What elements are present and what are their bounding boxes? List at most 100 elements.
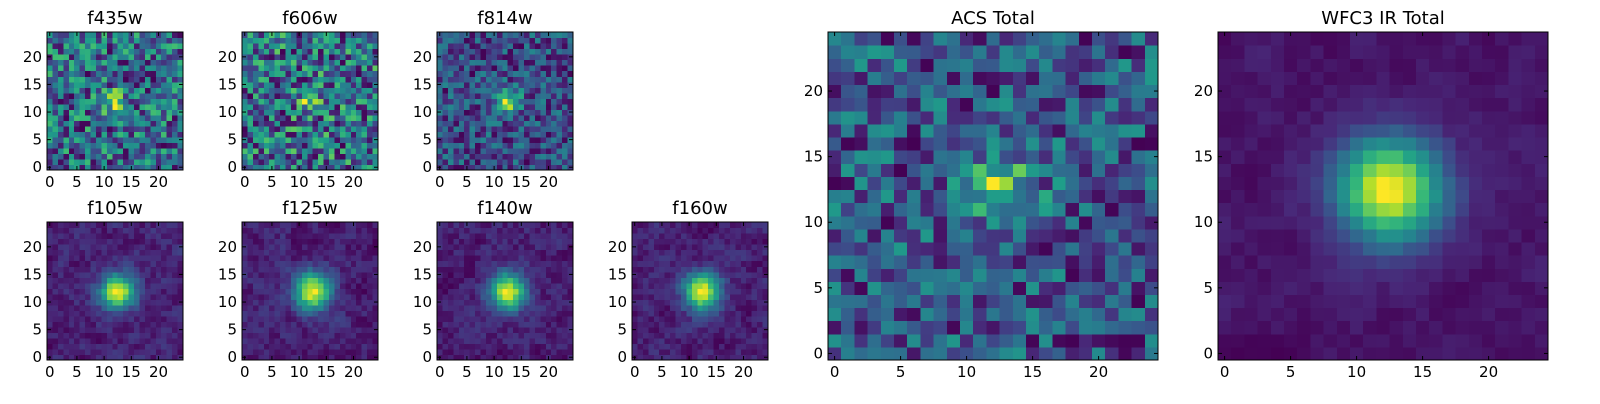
heatmap-cell [145, 316, 151, 322]
heatmap-cell [703, 327, 709, 333]
heatmap-cell [167, 65, 173, 71]
heatmap-cell [134, 327, 140, 333]
heatmap-cell [535, 38, 541, 44]
heatmap-cell [1079, 229, 1093, 243]
heatmap-cell [960, 255, 974, 269]
heatmap-cell [47, 126, 53, 132]
heatmap-cell [91, 288, 97, 294]
heatmap-cell [63, 349, 69, 355]
heatmap-cell [1013, 321, 1027, 335]
heatmap-cell [340, 272, 346, 278]
heatmap-cell [85, 283, 91, 289]
heatmap-cell [172, 294, 178, 300]
heatmap-cell [318, 131, 324, 137]
heatmap-cell [502, 327, 508, 333]
heatmap-cell [524, 38, 530, 44]
heatmap-cell [692, 233, 698, 239]
heatmap-cell [167, 299, 173, 305]
heatmap-cell [453, 277, 459, 283]
heatmap-cell [296, 332, 302, 338]
heatmap-cell [150, 49, 156, 55]
heatmap-cell [247, 321, 253, 327]
heatmap-cell [134, 294, 140, 300]
heatmap-cell [632, 349, 638, 355]
heatmap-cell [91, 32, 97, 38]
heatmap-cell [470, 126, 476, 132]
heatmap-cell [692, 255, 698, 261]
heatmap-cell [491, 153, 497, 159]
heatmap-cell [269, 305, 275, 311]
heatmap-cell [313, 316, 319, 322]
heatmap-cell [101, 54, 107, 60]
heatmap-cell [275, 272, 281, 278]
heatmap-cell [145, 310, 151, 316]
heatmap-cell [112, 126, 118, 132]
heatmap-cell [659, 255, 665, 261]
heatmap-cell [296, 244, 302, 250]
heatmap-cell [659, 250, 665, 256]
heatmap-cell [894, 176, 908, 190]
heatmap-cell [491, 71, 497, 77]
heatmap-cell [508, 60, 514, 66]
heatmap-cell [47, 115, 53, 121]
heatmap-cell [491, 266, 497, 272]
heatmap-cell [340, 332, 346, 338]
heatmap-cell [296, 239, 302, 245]
heatmap-cell [280, 43, 286, 49]
heatmap-cell [318, 43, 324, 49]
heatmap-cell [841, 308, 855, 322]
heatmap-cell [291, 294, 297, 300]
heatmap-cell [1000, 242, 1014, 256]
heatmap-cell [112, 54, 118, 60]
heatmap-cell [1052, 229, 1066, 243]
heatmap-cell [442, 120, 448, 126]
heatmap-cell [356, 299, 362, 305]
heatmap-cell [551, 142, 557, 148]
heatmap-cell [324, 349, 330, 355]
heatmap-cell [730, 343, 736, 349]
heatmap-cell [96, 228, 102, 234]
x-tick-label: 20 [344, 363, 363, 381]
heatmap-cell [112, 277, 118, 283]
heatmap-cell [502, 305, 508, 311]
heatmap-cell [973, 281, 987, 295]
heatmap-cell [96, 294, 102, 300]
heatmap-cell [80, 261, 86, 267]
heatmap-cell [101, 310, 107, 316]
x-tick-label: 5 [267, 363, 277, 381]
heatmap-cell [367, 233, 373, 239]
heatmap-cell [139, 277, 145, 283]
heatmap-cell [551, 131, 557, 137]
heatmap-cell [80, 288, 86, 294]
heatmap-cell [719, 228, 725, 234]
heatmap-cell [101, 244, 107, 250]
heatmap-cell [868, 268, 882, 282]
heatmap-cell [513, 126, 519, 132]
heatmap-cell [150, 239, 156, 245]
heatmap-cell [356, 305, 362, 311]
heatmap-cell [280, 32, 286, 38]
heatmap-cell [654, 349, 660, 355]
heatmap-cell [513, 87, 519, 93]
heatmap-cell [486, 272, 492, 278]
heatmap-cell [302, 159, 308, 165]
heatmap-cell [540, 153, 546, 159]
heatmap-cell [1105, 308, 1119, 322]
heatmap-cell [519, 250, 525, 256]
heatmap-cell [258, 137, 264, 143]
heatmap-cell [557, 338, 563, 344]
heatmap-cell [280, 338, 286, 344]
heatmap-cell [562, 261, 568, 267]
heatmap-cell [52, 159, 58, 165]
heatmap-cell [351, 38, 357, 44]
heatmap-cell [247, 288, 253, 294]
heatmap-cell [524, 305, 530, 311]
heatmap-cell [264, 142, 270, 148]
heatmap-cell [307, 222, 313, 228]
heatmap-cell [313, 137, 319, 143]
heatmap-cell [486, 299, 492, 305]
heatmap-cell [302, 115, 308, 121]
heatmap-cell [123, 54, 129, 60]
heatmap-cell [291, 244, 297, 250]
heatmap-cell [63, 137, 69, 143]
